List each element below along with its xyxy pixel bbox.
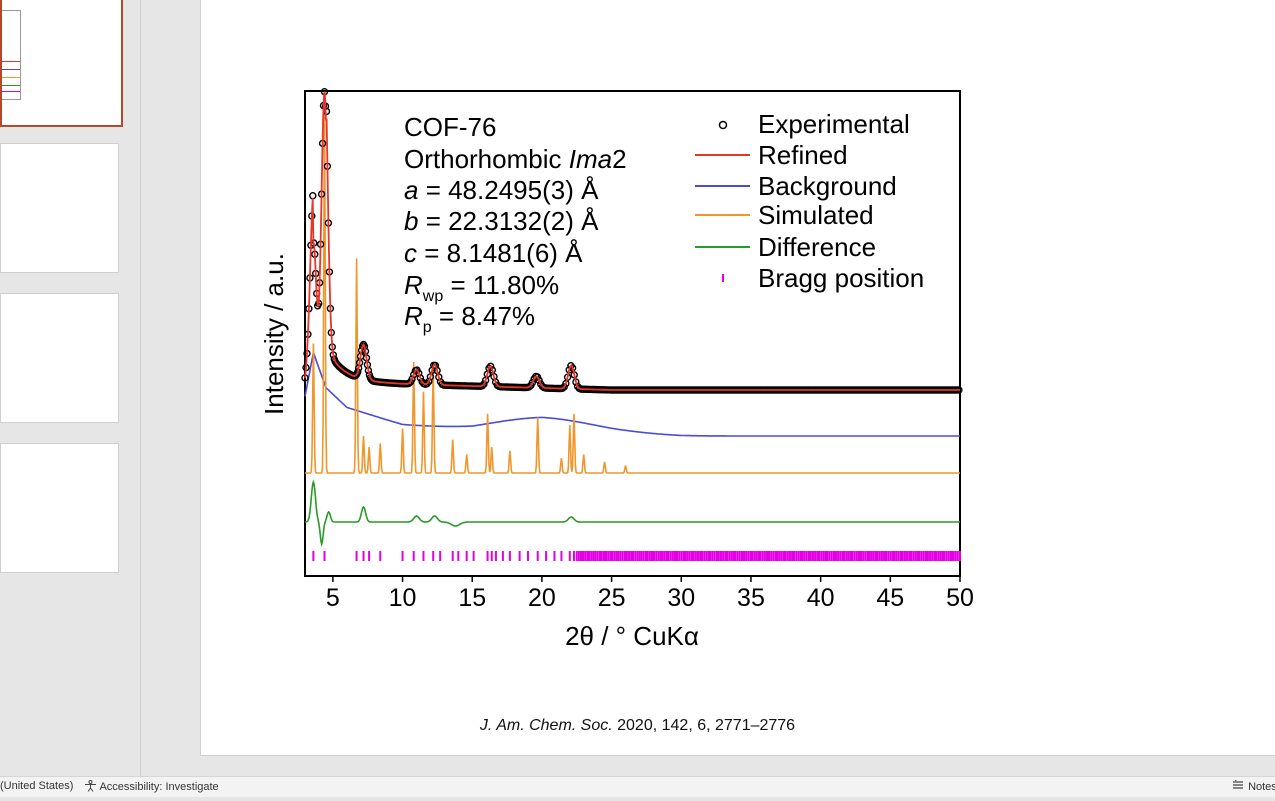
citation-details: 2020, 142, 6, 2771–2776 [612,717,796,734]
notes-button[interactable]: Notes [1231,778,1275,793]
slide-thumbnail-1[interactable] [0,0,123,127]
accessibility-person-icon [85,780,96,792]
thumbnail-mini-chart [2,10,21,100]
slide-thumbnail-2[interactable] [0,143,119,273]
slide-thumbnail-3[interactable] [0,293,119,423]
language-indicator[interactable]: (United States) [0,780,74,792]
notes-icon [1233,778,1243,789]
citation-journal: J. Am. Chem. Soc. [479,717,613,734]
slide-thumbnail-pane[interactable] [0,0,141,776]
accessibility-status[interactable]: Accessibility: Investigate [84,780,219,793]
citation-text: J. Am. Chem. Soc. 2020, 142, 6, 2771–277… [0,717,1275,735]
accessibility-label: Accessibility: Investigate [99,781,219,793]
status-bar: (United States) Accessibility: Investiga… [0,776,1275,797]
notes-label: Notes [1248,781,1275,793]
slide-thumbnail-4[interactable] [0,443,119,573]
slide-canvas[interactable] [200,0,1275,756]
